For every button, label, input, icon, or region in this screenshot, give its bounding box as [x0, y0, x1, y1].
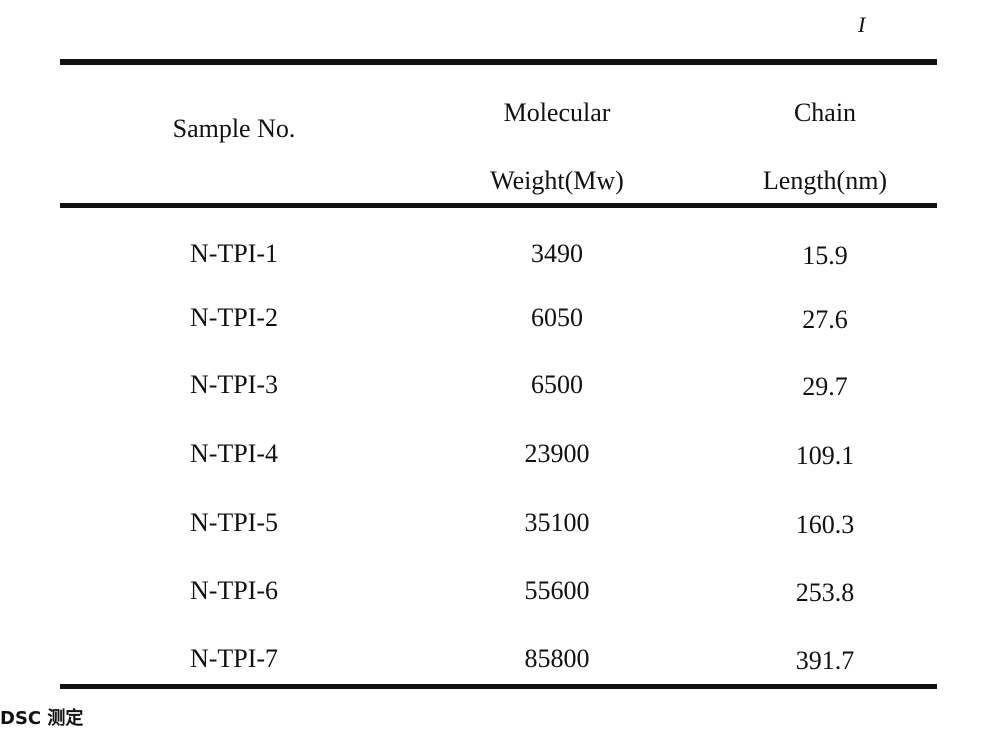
header-chain-length-line1: Chain [793, 98, 857, 127]
table-top-rule [60, 59, 937, 65]
cell-sample: N-TPI-2 [189, 303, 279, 332]
header-sample-no: Sample No. [172, 114, 296, 143]
cell-chain-length: 29.7 [802, 372, 848, 401]
header-chain-length-line2: Length(nm) [762, 166, 888, 195]
cell-molecular-weight: 6050 [531, 303, 583, 332]
cell-chain-length: 109.1 [795, 441, 855, 470]
cell-molecular-weight: 55600 [524, 576, 590, 605]
cell-sample: N-TPI-1 [189, 239, 279, 268]
header-molecular-weight-line2: Weight(Mw) [490, 166, 624, 195]
cell-molecular-weight: 6500 [531, 370, 583, 399]
cell-chain-length: 160.3 [795, 510, 855, 539]
header-molecular-weight-line1: Molecular [503, 98, 611, 127]
cell-sample: N-TPI-6 [189, 576, 279, 605]
cell-molecular-weight: 85800 [524, 644, 590, 673]
cell-chain-length: 391.7 [795, 646, 855, 675]
cell-molecular-weight: 35100 [524, 508, 590, 537]
cell-chain-length: 253.8 [795, 578, 855, 607]
table-row: N-TPI-4 23900 109.1 [0, 441, 1000, 471]
cell-chain-length: 15.9 [802, 241, 848, 270]
cell-sample: N-TPI-5 [189, 508, 279, 537]
table-row: N-TPI-5 35100 160.3 [0, 510, 1000, 540]
table-row: N-TPI-2 6050 27.6 [0, 305, 1000, 335]
page-mark: I [858, 12, 866, 37]
table-row: N-TPI-6 55600 253.8 [0, 578, 1000, 608]
footer-heading-fragment: DSC 测定 [0, 708, 84, 729]
table-row: N-TPI-7 85800 391.7 [0, 646, 1000, 676]
table-row: N-TPI-3 6500 29.7 [0, 372, 1000, 402]
cell-molecular-weight: 3490 [531, 239, 583, 268]
table-bottom-rule [60, 684, 937, 689]
cell-chain-length: 27.6 [802, 305, 848, 334]
table-row: N-TPI-1 3490 15.9 [0, 241, 1000, 271]
table-header-rule [60, 203, 937, 208]
cell-molecular-weight: 23900 [524, 439, 590, 468]
cell-sample: N-TPI-7 [189, 644, 279, 673]
cell-sample: N-TPI-4 [189, 439, 279, 468]
cell-sample: N-TPI-3 [189, 370, 279, 399]
